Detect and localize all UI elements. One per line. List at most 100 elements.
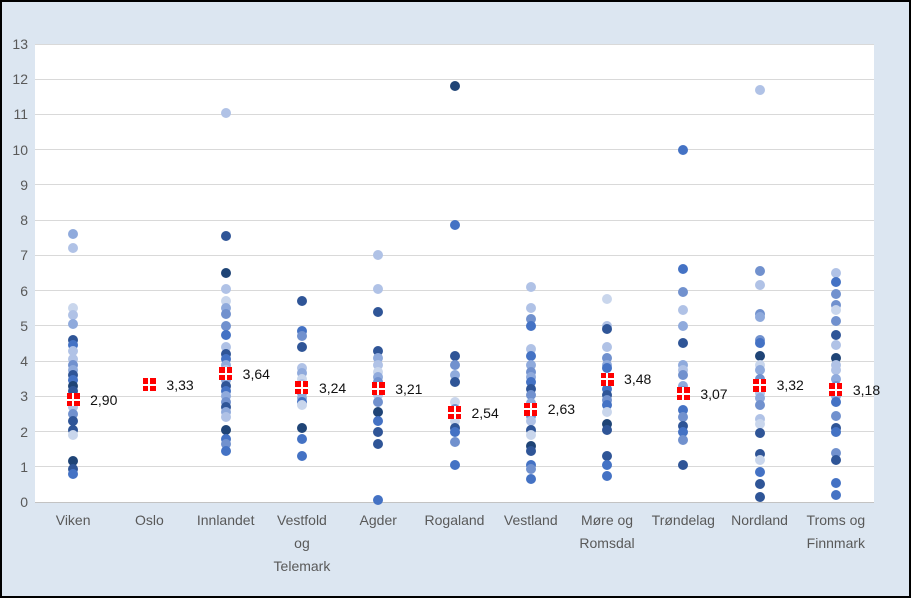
x-axis-category-label: Innlandet bbox=[178, 509, 274, 532]
data-point bbox=[296, 373, 307, 384]
x-axis-label-line: Møre og bbox=[580, 512, 634, 528]
data-point bbox=[602, 451, 613, 462]
y-tick-label: 8 bbox=[20, 212, 28, 229]
data-point bbox=[678, 359, 689, 370]
data-point bbox=[525, 430, 536, 441]
data-point bbox=[678, 370, 689, 381]
data-point bbox=[602, 424, 613, 435]
x-axis-category-label: Nordland bbox=[712, 509, 808, 532]
data-point bbox=[68, 375, 79, 386]
data-point bbox=[525, 366, 536, 377]
data-point bbox=[373, 366, 384, 377]
y-tick-label: 10 bbox=[12, 141, 28, 158]
y-tick-label: 6 bbox=[20, 282, 28, 299]
data-point bbox=[830, 329, 841, 340]
gridline bbox=[35, 290, 874, 292]
data-point bbox=[754, 312, 765, 323]
data-point bbox=[220, 401, 231, 412]
y-tick-label: 5 bbox=[20, 317, 28, 334]
data-point bbox=[754, 364, 765, 375]
data-point bbox=[754, 280, 765, 291]
data-point bbox=[373, 377, 384, 388]
data-point bbox=[602, 419, 613, 430]
data-point bbox=[373, 396, 384, 407]
data-point bbox=[830, 426, 841, 437]
data-point bbox=[602, 400, 613, 411]
data-point bbox=[602, 294, 613, 305]
mean-value-label: 3,33 bbox=[166, 376, 194, 393]
data-point bbox=[220, 445, 231, 456]
data-point bbox=[830, 340, 841, 351]
gridline bbox=[35, 219, 874, 221]
data-point bbox=[754, 350, 765, 361]
y-tick-label: 2 bbox=[20, 423, 28, 440]
data-point bbox=[525, 389, 536, 400]
plot-area: 2,90 3,33 3,64 3,24 3,21 2,54 2,63 3,48 3,07 3,32… bbox=[35, 43, 880, 506]
data-point bbox=[68, 468, 79, 479]
mean-marker bbox=[142, 378, 156, 392]
data-point bbox=[296, 400, 307, 411]
data-point bbox=[220, 329, 231, 340]
x-axis-label-line: Vestfold bbox=[277, 512, 327, 528]
data-point bbox=[449, 427, 460, 438]
data-point bbox=[830, 315, 841, 326]
data-point bbox=[754, 414, 765, 425]
data-point bbox=[525, 282, 536, 293]
data-point bbox=[220, 349, 231, 360]
data-point bbox=[296, 296, 307, 307]
data-point bbox=[373, 306, 384, 317]
data-point bbox=[830, 268, 841, 278]
data-point bbox=[220, 391, 231, 402]
y-tick-label: 11 bbox=[13, 106, 28, 123]
data-point bbox=[373, 359, 384, 370]
data-point bbox=[602, 352, 613, 363]
y-tick-label: 12 bbox=[12, 71, 28, 88]
data-point bbox=[602, 394, 613, 405]
data-point bbox=[449, 415, 460, 426]
data-point bbox=[296, 423, 307, 433]
data-point bbox=[449, 396, 460, 407]
data-point bbox=[754, 491, 765, 502]
data-point bbox=[449, 377, 460, 388]
data-point bbox=[449, 370, 460, 381]
data-point bbox=[602, 363, 613, 374]
mean-value-label: 3,32 bbox=[776, 377, 804, 394]
data-point bbox=[525, 415, 536, 426]
data-point bbox=[678, 380, 689, 391]
data-point bbox=[830, 276, 841, 287]
data-point bbox=[296, 331, 307, 342]
mean-marker bbox=[753, 378, 767, 392]
x-axis-label-line: Finnmark bbox=[806, 535, 866, 551]
data-point bbox=[525, 474, 536, 485]
data-point bbox=[373, 426, 384, 437]
data-point bbox=[754, 419, 765, 430]
data-point bbox=[678, 412, 689, 423]
data-point bbox=[678, 320, 689, 331]
mean-marker bbox=[676, 387, 690, 401]
x-axis-category-label: Vestland bbox=[483, 509, 579, 532]
data-point bbox=[220, 412, 231, 423]
data-point bbox=[525, 377, 536, 388]
data-point bbox=[220, 354, 231, 365]
data-point bbox=[602, 324, 613, 335]
data-point bbox=[373, 415, 384, 426]
data-point bbox=[449, 437, 460, 448]
data-point bbox=[68, 430, 79, 441]
data-point bbox=[68, 463, 79, 474]
data-point bbox=[373, 283, 384, 294]
data-point bbox=[754, 266, 765, 277]
data-point bbox=[220, 341, 231, 352]
data-point bbox=[525, 320, 536, 331]
data-point bbox=[296, 363, 307, 374]
mean-value-label: 2,54 bbox=[471, 404, 499, 421]
x-axis-label-line: Telemark bbox=[273, 558, 331, 574]
data-point bbox=[678, 144, 689, 155]
data-point bbox=[525, 424, 536, 435]
data-point bbox=[220, 386, 231, 397]
data-point bbox=[220, 424, 231, 435]
y-tick-label: 9 bbox=[20, 176, 28, 193]
data-point bbox=[220, 359, 231, 370]
data-point bbox=[678, 421, 689, 432]
data-point bbox=[220, 303, 231, 314]
